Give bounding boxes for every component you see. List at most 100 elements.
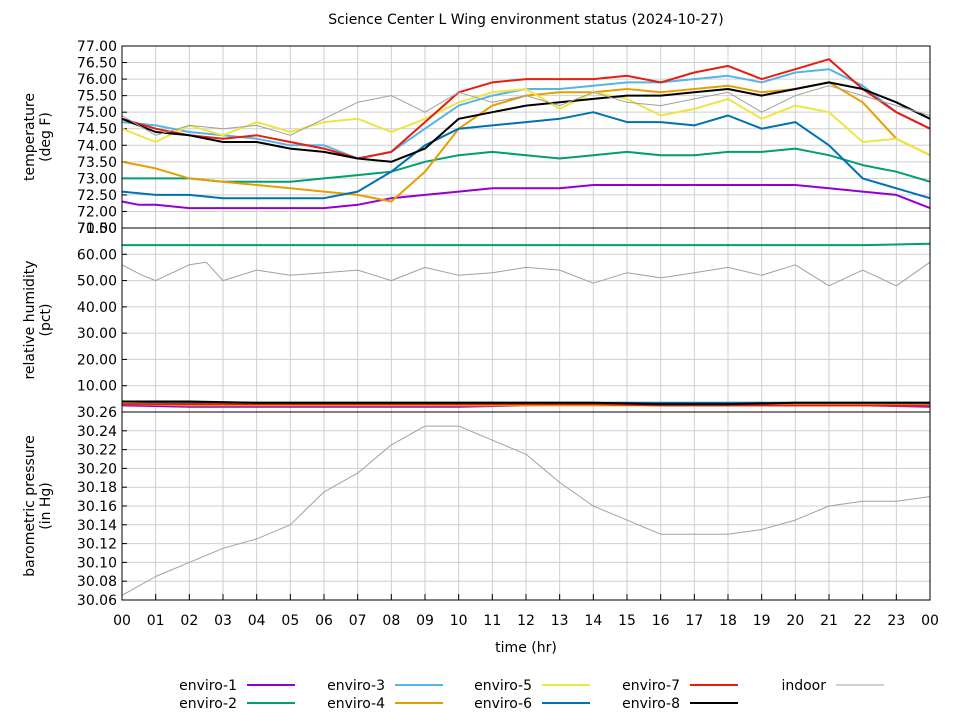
y-axis-label: relative humidity xyxy=(22,260,38,379)
x-tick-label: 13 xyxy=(551,613,569,629)
legend-item-enviro-6: enviro-6 xyxy=(474,696,590,712)
y-tick-label: 30.14 xyxy=(77,518,117,534)
x-tick-label: 01 xyxy=(147,613,165,629)
y-axis-label: (deg F) xyxy=(38,112,54,162)
y-axis-label: temperature xyxy=(22,93,38,181)
x-axis-label: time (hr) xyxy=(495,640,557,656)
x-tick-label: 17 xyxy=(685,613,703,629)
x-tick-label: 23 xyxy=(887,613,905,629)
y-tick-label: 74.50 xyxy=(77,122,117,138)
x-tick-label: 08 xyxy=(382,613,400,629)
x-tick-label: 12 xyxy=(517,613,535,629)
x-tick-label: 10 xyxy=(450,613,468,629)
legend-item-enviro-3: enviro-3 xyxy=(327,678,443,694)
y-tick-label: 77.00 xyxy=(77,39,117,55)
legend-label: enviro-4 xyxy=(327,696,385,712)
x-tick-label: 02 xyxy=(180,613,198,629)
legend-label: enviro-6 xyxy=(474,696,532,712)
y-tick-label: 30.18 xyxy=(77,480,117,496)
x-axis: 00 01 02 03 04 05 06 07 08 09 10 11 12 13 14 15 16 17 18 19… xyxy=(113,594,939,629)
legend-label: enviro-1 xyxy=(179,678,237,694)
y-tick-label: 74.00 xyxy=(77,138,117,154)
series-enviro-2-line xyxy=(122,147,931,183)
y-tick-label: 10.00 xyxy=(77,379,117,395)
x-tick-label: 14 xyxy=(584,613,602,629)
y-tick-label: 72.50 xyxy=(77,188,117,204)
series-enviro-7-line xyxy=(121,58,931,160)
legend-item-enviro-1: enviro-1 xyxy=(179,678,295,694)
y-tick-label: 60.00 xyxy=(77,247,117,263)
series-enviro-2-line xyxy=(122,242,931,247)
legend-item-enviro-5: enviro-5 xyxy=(474,678,590,694)
x-tick-label: 11 xyxy=(483,613,501,629)
x-tick-label: 06 xyxy=(315,613,333,629)
y-tick-label: 72.00 xyxy=(77,204,117,220)
y-tick-label: 70.00 xyxy=(77,221,117,237)
series-enviro-1-line xyxy=(121,184,931,210)
x-tick-label: 00 xyxy=(921,613,939,629)
y-tick-label: 30.10 xyxy=(77,555,117,571)
y-tick-label: 75.50 xyxy=(77,89,117,105)
series-enviro-8-line xyxy=(121,81,931,163)
y-tick-label: 30.24 xyxy=(77,424,117,440)
y-axis-label: (pct) xyxy=(38,304,54,337)
y-tick-label: 50.00 xyxy=(77,274,117,290)
panel-2: 10.00 20.00 30.00 40.00 50.00 60.00 70.00 relat… xyxy=(22,221,931,413)
y-tick-label: 76.50 xyxy=(77,56,117,72)
panel-3: 30.06 30.08 30.10 30.12 30.14 30.16 30.18 30.20… xyxy=(22,405,931,609)
y-tick-label: 73.00 xyxy=(77,171,117,187)
y-tick-label: 30.08 xyxy=(77,574,117,590)
legend-label: enviro-5 xyxy=(474,678,532,694)
legend-label: enviro-3 xyxy=(327,678,385,694)
legend-label: enviro-8 xyxy=(622,696,680,712)
y-tick-label: 30.12 xyxy=(77,537,117,553)
y-tick-label: 40.00 xyxy=(77,300,117,316)
y-tick-label: 30.00 xyxy=(77,326,117,342)
x-tick-label: 07 xyxy=(349,613,367,629)
panel-1: 71.5072.0072.5073.0073.5074.0074.5075.00… xyxy=(22,39,931,237)
y-tick-label: 30.06 xyxy=(77,593,117,609)
series-enviro-7-line xyxy=(122,403,930,407)
series-indoor-line xyxy=(121,85,931,136)
y-tick-label: 30.22 xyxy=(77,443,117,459)
x-tick-label: 18 xyxy=(719,613,737,629)
y-axis-label: (in Hg) xyxy=(38,482,54,530)
y-tick-label: 71.50 xyxy=(77,221,117,237)
legend-item-indoor: indoor xyxy=(781,678,884,694)
y-tick-label: 30.16 xyxy=(77,499,117,515)
x-tick-label: 09 xyxy=(416,613,434,629)
y-tick-label: 73.50 xyxy=(77,155,117,171)
x-tick-label: 00 xyxy=(113,613,131,629)
legend-item-enviro-4: enviro-4 xyxy=(327,696,443,712)
x-tick-label: 21 xyxy=(820,613,838,629)
y-tick-label: 30.26 xyxy=(77,405,117,421)
legend-label: enviro-7 xyxy=(622,678,680,694)
series-enviro-6-line xyxy=(121,111,931,200)
legend-item-enviro-7: enviro-7 xyxy=(622,678,738,694)
y-tick-label: 75.00 xyxy=(77,105,117,121)
legend-item-enviro-8: enviro-8 xyxy=(622,696,738,712)
series-enviro-8-line xyxy=(122,400,930,406)
chart-panels: 71.5072.0072.5073.0073.5074.0074.5075.00… xyxy=(22,39,939,629)
x-tick-label: 22 xyxy=(854,613,872,629)
y-axis-label: barometric pressure xyxy=(22,435,38,576)
legend-label: enviro-2 xyxy=(179,696,237,712)
series-enviro-5-line xyxy=(121,88,931,157)
x-tick-label: 05 xyxy=(281,613,299,629)
x-tick-label: 04 xyxy=(248,613,266,629)
series-indoor-line xyxy=(121,261,931,287)
y-tick-label: 20.00 xyxy=(77,352,117,368)
chart-title: Science Center L Wing environment status… xyxy=(328,12,724,28)
x-tick-label: 19 xyxy=(753,613,771,629)
x-tick-label: 16 xyxy=(652,613,670,629)
x-tick-label: 15 xyxy=(618,613,636,629)
series-indoor-line xyxy=(121,425,931,596)
x-tick-label: 20 xyxy=(786,613,804,629)
legend-label: indoor xyxy=(781,678,826,694)
x-tick-label: 03 xyxy=(214,613,232,629)
chart-legend: enviro-1 enviro-2 enviro-3 enviro-4 enviro-5… xyxy=(179,678,884,712)
legend-item-enviro-2: enviro-2 xyxy=(179,696,295,712)
y-tick-label: 30.20 xyxy=(77,461,117,477)
y-tick-label: 76.00 xyxy=(77,72,117,88)
